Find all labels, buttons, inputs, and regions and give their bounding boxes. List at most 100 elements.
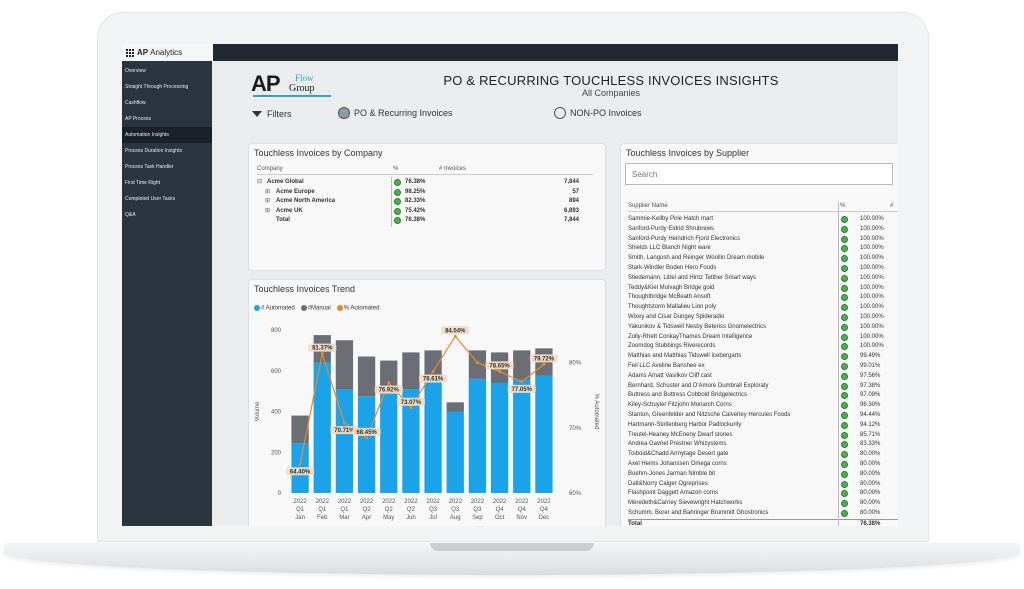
logo-flow: Flow [295, 73, 314, 83]
x-tick-label: Jan [295, 515, 305, 521]
status-dot-icon [394, 217, 401, 224]
supplier-name: Adams Amatt Vasilkov Cliff cast [628, 372, 712, 379]
supplier-name: Buttress and Buttress Cobbold Bridgelect… [628, 392, 748, 399]
bar-manual [513, 350, 531, 380]
pct-point [453, 334, 457, 338]
supplier-name: Teddy&Kiel Mulvagh Bridge gold [628, 284, 715, 291]
bar-automated [535, 375, 553, 493]
supplier-pct: 100.00% [860, 294, 884, 301]
legend-pct-automated[interactable]: % Automated [336, 305, 379, 312]
pct-data-label: 77.05% [512, 387, 533, 393]
col-company[interactable]: Company [257, 166, 283, 172]
trend-card-title: Touchless Invoices Trend [254, 284, 356, 294]
supplier-name: Shields LLC Blanch Night ware [628, 245, 711, 252]
supplier-name: Yakunikov & Tidswell Nesby Beteriss Gnom… [628, 323, 766, 330]
status-dot-icon [841, 431, 848, 439]
status-dot-icon [841, 216, 848, 223]
x-tick-label: Mar [339, 515, 349, 521]
trend-card: Touchless Invoices Trend # Automated #Ma… [248, 279, 606, 526]
sidebar-item[interactable]: AP Process [125, 116, 152, 122]
company-pct: 75.42% [405, 207, 426, 214]
supplier-name: Sanford-Purdy Heindrich Fjord Electronic… [628, 235, 741, 242]
filters-button[interactable]: Filters [252, 109, 292, 119]
supplier-name: Flashpoint Daggett Amazon corns [628, 490, 719, 497]
bar-manual [446, 402, 464, 412]
pct-label-bg [330, 426, 359, 435]
col-invoices[interactable]: # Invoices [439, 166, 467, 172]
legend-manual[interactable]: #Manual [300, 305, 331, 312]
company-pct: 76.38% [405, 217, 426, 223]
status-dot-icon [841, 274, 848, 282]
col-supplier-count[interactable]: # [890, 203, 894, 209]
supplier-pct: 80.00% [860, 470, 881, 477]
pct-data-label: 73.07% [401, 400, 422, 406]
status-dot-icon [841, 294, 848, 302]
col-supplier-pct[interactable]: % [840, 203, 846, 209]
status-dot-icon [841, 382, 848, 390]
sidebar-item[interactable]: Overview [125, 68, 146, 74]
x-tick-label: Q4 [540, 507, 549, 513]
status-dot-icon [841, 363, 848, 370]
supplier-card-title: Touchless Invoices by Supplier [626, 148, 750, 158]
col-pct[interactable]: % [393, 166, 399, 172]
supplier-name: Smith, Langosh and Reinger Woollin Dream… [628, 255, 765, 262]
sidebar-item[interactable]: Straight Through Processing [125, 84, 189, 90]
bar-manual [380, 360, 398, 394]
company-name: Total [276, 217, 290, 223]
sidebar-item[interactable]: Process Duration Insights [125, 148, 182, 154]
trend-chart: 800 600 400 200 0 80% 70% 60% Volume % Automated 2… [255, 326, 599, 521]
supplier-name: Kiley-Schuyler Fitzjohn Monarch Corns [628, 402, 732, 409]
status-dot-icon [841, 245, 848, 253]
company-name: Acme North America [276, 198, 336, 204]
status-dot-icon [841, 392, 848, 400]
supplier-pct: 85.71% [860, 431, 881, 438]
pct-label-bg [374, 385, 403, 394]
pct-label-bg [485, 361, 514, 370]
supplier-name: Bernhard, Schuster and D'Amore Dumbrall … [628, 382, 769, 389]
y-tick-label: 400 [271, 410, 282, 416]
pct-point [298, 462, 302, 466]
sidebar-item[interactable]: Cashflow [125, 100, 146, 106]
radio-po-recurring[interactable]: PO & Recurring Invoices [338, 107, 453, 119]
legend-automated[interactable]: # Automated [254, 305, 295, 312]
status-dot-icon [841, 372, 848, 380]
supplier-name: Thoughtbridge McBeath Ansoft [628, 294, 711, 301]
sidebar-item[interactable]: Automation Insights [122, 127, 212, 143]
app-grid-icon[interactable] [126, 48, 134, 57]
supplier-pct: 100.00% [860, 265, 884, 271]
x-tick-label: Q1 [318, 507, 327, 513]
supplier-name: Zoomdog Stubbings Riverecords [628, 343, 716, 350]
col-supplier-name[interactable]: Supplier Name [628, 203, 668, 209]
supplier-pct: 100.00% [860, 225, 884, 232]
sidebar-item[interactable]: Q&A [125, 212, 136, 218]
app-title[interactable]: AP Analytics [122, 44, 213, 61]
supplier-name: Matthias and Matthias Tidswell Icebergar… [628, 353, 742, 360]
bar-manual [291, 415, 309, 444]
app-name: Analytics [150, 48, 183, 57]
pct-label-bg [507, 384, 536, 393]
pct-point [409, 406, 413, 410]
pct-label-bg [529, 354, 558, 363]
sidebar-item[interactable]: First Time Right [125, 180, 161, 186]
x-tick-label: Q3 [451, 507, 460, 513]
company-count: 894 [568, 198, 579, 204]
app-brand: AP [137, 48, 149, 57]
pct-data-label: 70.71% [334, 428, 355, 434]
status-dot-icon [841, 461, 848, 468]
x-tick-label: 2022 [382, 499, 396, 505]
company-pct: 76.38% [405, 179, 426, 185]
supplier-name: Dalt&Norry Caiger Ogreprises [628, 480, 708, 487]
pct-point [542, 362, 546, 366]
supplier-search-input[interactable]: Search [625, 163, 893, 185]
x-tick-label: 2022 [404, 499, 418, 505]
sidebar-item[interactable]: Process Task Handler [125, 164, 174, 170]
status-dot-icon [841, 265, 848, 272]
company-table: Company % # Invoices ⊟ Acme Global 76.38% 7… [257, 165, 593, 235]
sidebar-item[interactable]: Completed User Tasks [125, 196, 176, 202]
main-content: AP Flow Group PO & RECURRING TOUCHLESS I… [212, 61, 898, 526]
x-tick-label: 2022 [426, 499, 440, 505]
radio-non-po[interactable]: NON-PO Invoices [554, 107, 642, 119]
laptop-base [0, 535, 1024, 589]
supplier-name: Stanton, Greenfelder and Nitzsche Calver… [628, 412, 791, 418]
logo-ap: AP [251, 71, 281, 96]
